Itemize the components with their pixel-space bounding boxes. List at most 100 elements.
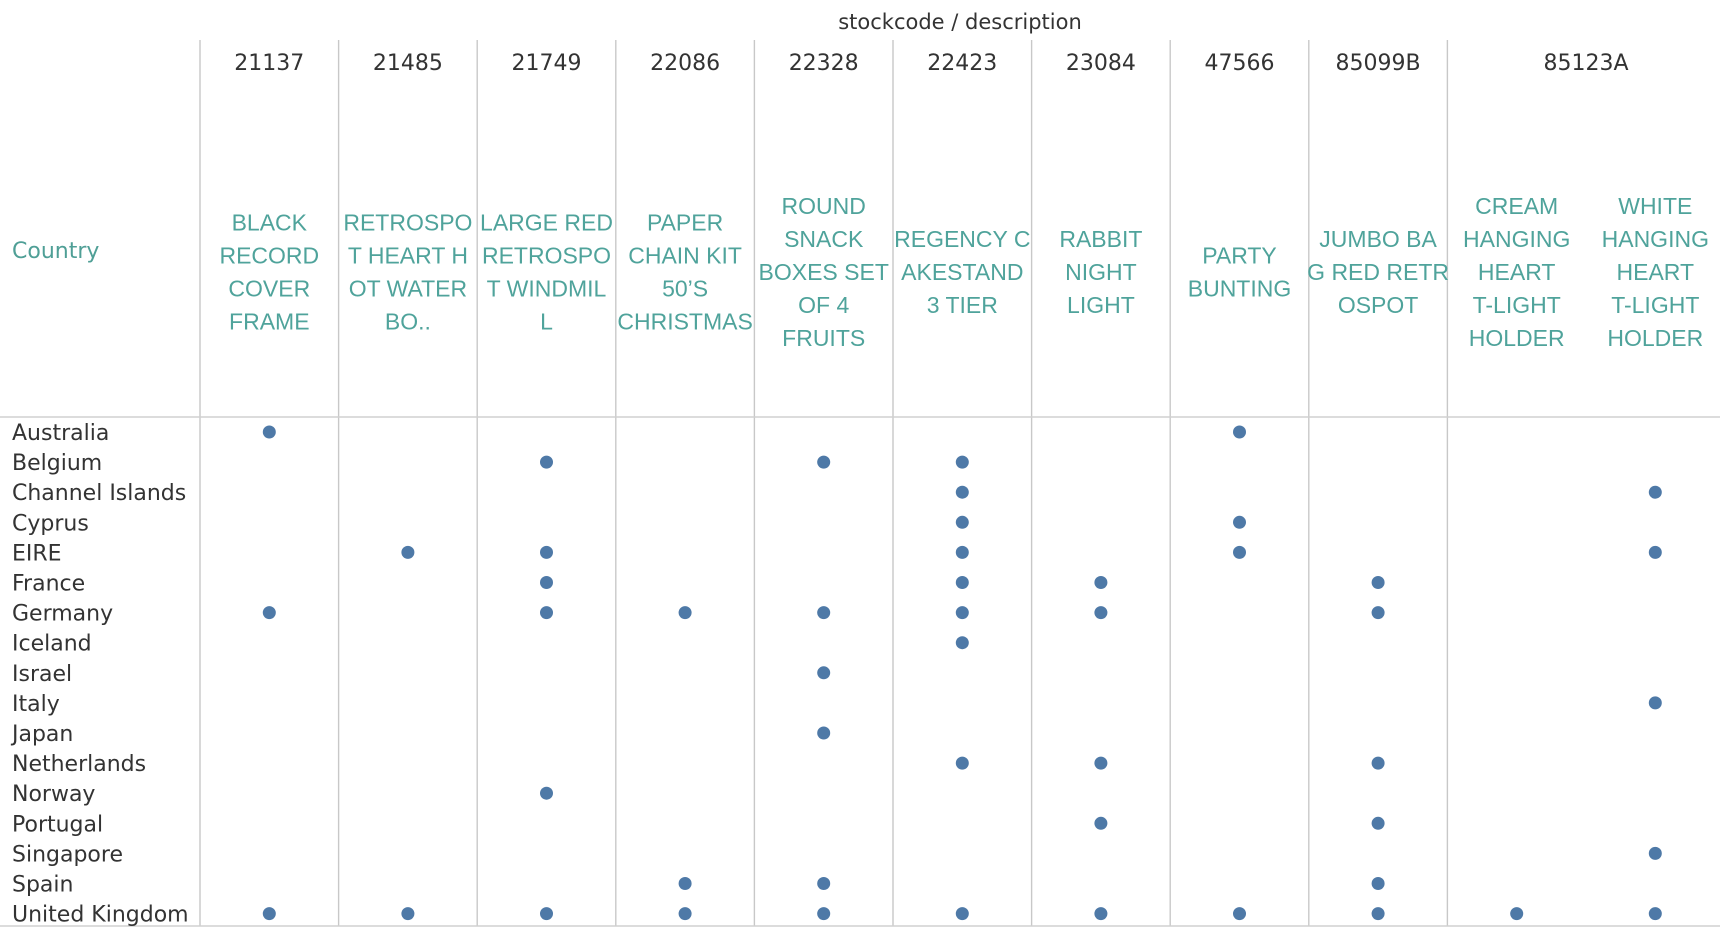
mark-point: [540, 786, 553, 800]
mark-point: [540, 907, 553, 921]
country-label: Spain: [12, 873, 73, 898]
marks: [262, 425, 1662, 921]
description-line: BO..: [385, 309, 431, 335]
mark-point: [955, 545, 969, 559]
stockcode-21137: 21137: [234, 51, 304, 76]
stockcode-47566: 47566: [1205, 51, 1275, 76]
mark-point: [955, 636, 969, 650]
description-line: RETROSPO: [343, 210, 472, 236]
stockcode-85099B: 85099B: [1336, 51, 1421, 76]
mark-point: [401, 907, 415, 921]
mark-point: [540, 606, 553, 620]
description-line: JUMBO BA: [1319, 226, 1437, 252]
description-line: RETROSPO: [482, 243, 611, 269]
country-label: France: [12, 572, 85, 597]
country-label: United Kingdom: [12, 903, 189, 928]
description-line: 3 TIER: [927, 292, 998, 318]
mark-point: [678, 907, 692, 921]
mark-point: [1233, 425, 1246, 439]
mark-point: [1094, 907, 1108, 921]
description-line: OF 4: [798, 292, 849, 318]
country-labels: Australia Belgium Channel Islands Cyprus EIR…: [10, 421, 189, 928]
mark-point: [540, 455, 553, 469]
mark-point: [1648, 545, 1662, 559]
country-label: EIRE: [12, 541, 62, 566]
description-line: OSPOT: [1338, 292, 1419, 318]
mark-point: [1094, 816, 1108, 830]
mark-point: [262, 425, 276, 439]
mark-point: [817, 877, 831, 890]
description-line: FRUITS: [782, 325, 865, 351]
stockcode-22423: 22423: [927, 51, 997, 76]
description-line: HOLDER: [1607, 325, 1703, 351]
mark-point: [955, 515, 969, 529]
description-line: REGENCY C: [894, 226, 1030, 252]
country-label: Iceland: [12, 632, 92, 657]
mark-point: [540, 545, 553, 559]
mark-point: [955, 907, 969, 921]
description-label: REGENCY C AKESTAND 3 TIER: [894, 226, 1030, 318]
description-line: HEART: [1617, 259, 1695, 285]
mark-point: [1371, 756, 1385, 770]
description-line: HANGING: [1602, 226, 1709, 252]
description-line: HEART: [1478, 259, 1556, 285]
description-line: BUNTING: [1188, 276, 1292, 302]
description-label: ROUND SNACK BOXES SET OF 4 FRUITS: [759, 193, 889, 351]
description-line: OT WATER: [349, 276, 467, 302]
mark-point: [1094, 756, 1108, 770]
description-line: RECORD: [219, 243, 319, 269]
description-label: BLACK RECORD COVER FRAME: [219, 210, 319, 335]
stockcode-23084: 23084: [1066, 51, 1136, 76]
description-label: RABBIT NIGHT LIGHT: [1059, 226, 1142, 318]
description-line: BLACK: [232, 210, 308, 236]
country-label: Japan: [10, 722, 73, 747]
mark-point: [1371, 877, 1385, 890]
mark-point: [1648, 696, 1662, 710]
mark-point: [401, 545, 415, 559]
mark-point: [678, 606, 692, 620]
mark-point: [1233, 515, 1246, 529]
description-line: BOXES SET: [759, 259, 889, 285]
mark-point: [1233, 545, 1246, 559]
description-line: WHITE: [1618, 193, 1692, 219]
description-label: WHITE HANGING HEART T-LIGHT HOLDER: [1602, 193, 1709, 351]
mark-point: [1648, 846, 1662, 860]
stockcode-labels: 21137 21485 21749 22086 22328 22423 23084 47566…: [234, 51, 1628, 76]
description-line: LIGHT: [1067, 292, 1135, 318]
description-line: SNACK: [784, 226, 864, 252]
mark-point: [1648, 485, 1662, 499]
description-line: HOLDER: [1469, 325, 1565, 351]
mark-point: [262, 606, 276, 620]
gridlines: [0, 40, 1720, 927]
country-label: Channel Islands: [12, 481, 186, 506]
description-line: PAPER: [647, 210, 723, 236]
description-line: PARTY: [1202, 243, 1277, 269]
column-header: stockcode / description: [838, 10, 1082, 34]
stockcode-85123A: 85123A: [1543, 51, 1628, 76]
stockcode-21485: 21485: [373, 51, 443, 76]
mark-point: [540, 576, 553, 589]
description-line: T-LIGHT: [1473, 292, 1561, 318]
mark-point: [1371, 907, 1385, 921]
stockcode-22328: 22328: [789, 51, 859, 76]
description-line: 50’S: [662, 276, 708, 302]
country-label: Portugal: [12, 812, 103, 837]
description-label: PAPER CHAIN KIT 50’S CHRISTMAS: [617, 210, 752, 335]
mark-point: [1371, 816, 1385, 830]
description-label: CREAM HANGING HEART T-LIGHT HOLDER: [1463, 193, 1570, 351]
country-label: Netherlands: [12, 752, 146, 777]
description-line: RABBIT: [1059, 226, 1142, 252]
country-label: Italy: [12, 692, 60, 717]
mark-point: [1233, 907, 1246, 921]
description-line: COVER: [228, 276, 310, 302]
country-label: Cyprus: [12, 511, 89, 536]
description-line: CREAM: [1475, 193, 1558, 219]
description-line: CHAIN KIT: [628, 243, 742, 269]
description-line: AKESTAND: [901, 259, 1023, 285]
stockcode-22086: 22086: [650, 51, 720, 76]
country-label: Norway: [12, 782, 95, 807]
mark-point: [817, 907, 831, 921]
mark-point: [1371, 576, 1385, 589]
mark-point: [817, 606, 831, 620]
